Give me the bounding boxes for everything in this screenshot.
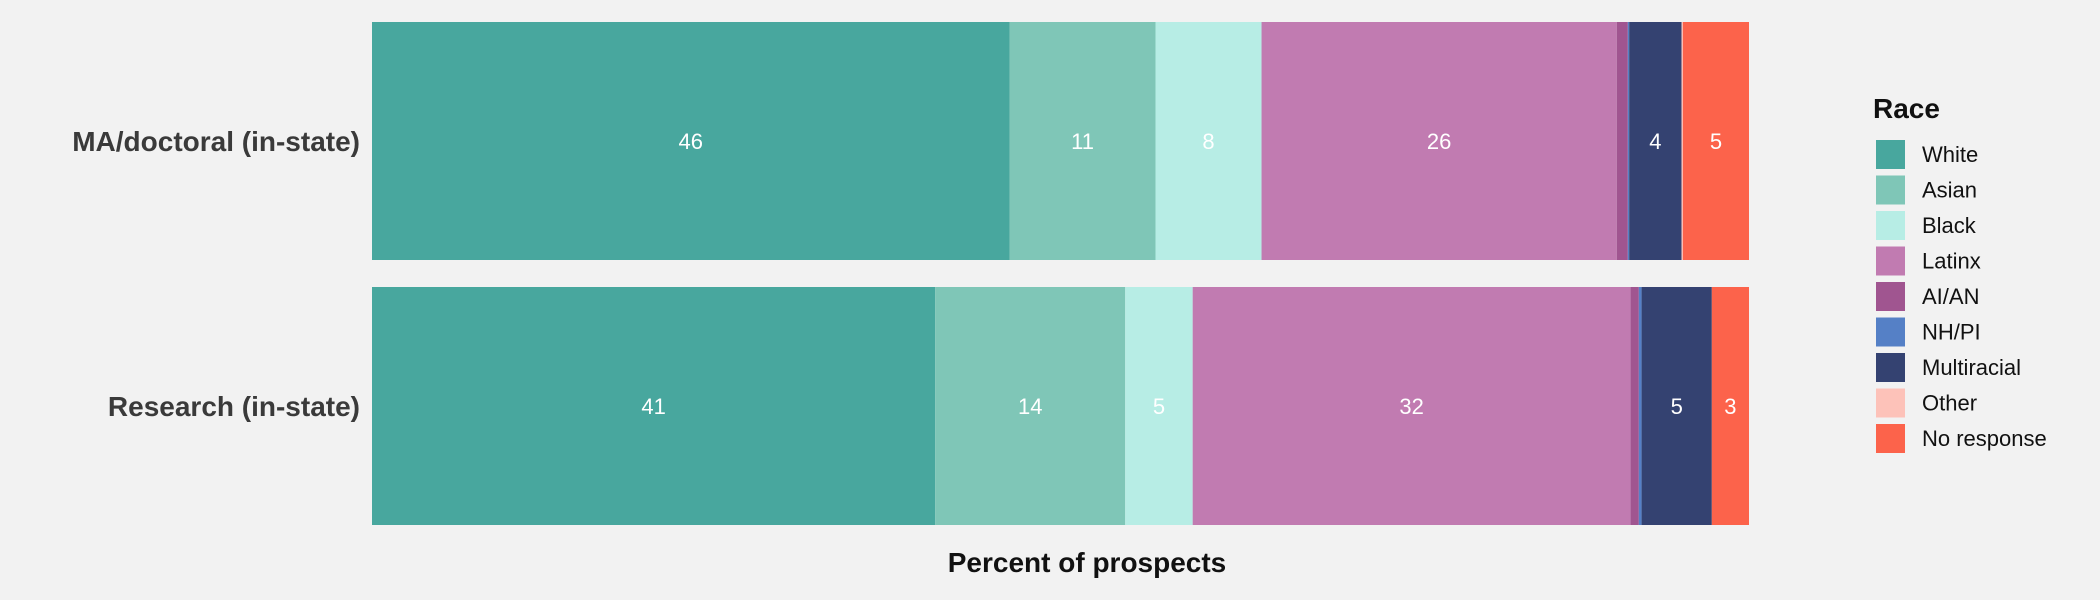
bar-segment-asian	[1009, 22, 1156, 260]
data-label: 11	[1071, 129, 1094, 154]
legend-label: Latinx	[1922, 249, 1981, 274]
legend-swatch	[1876, 246, 1905, 276]
bar-segment-asian	[935, 287, 1126, 525]
data-label: 41	[641, 394, 665, 419]
legend-title: Race	[1873, 93, 1940, 124]
bar-segment-black	[1155, 22, 1262, 260]
bar-segment-no-response	[1682, 22, 1749, 260]
legend-items: White Asian Black Latinx AI/AN NH/PI Multiraci…	[1876, 140, 2047, 453]
bar-area: 46 11 8 26 4 5 41 14 5 32 5 3	[372, 22, 1749, 525]
bar-segment-multiracial	[1641, 287, 1712, 525]
bar-segment-latinx	[1192, 287, 1631, 525]
bar-segment-white	[372, 22, 1010, 260]
data-label: 4	[1649, 129, 1661, 154]
bar-segment-ai-an	[1630, 287, 1639, 525]
x-axis-title: Percent of prospects	[948, 547, 1227, 578]
legend-label: AI/AN	[1922, 284, 1979, 309]
legend-swatch	[1876, 211, 1905, 240]
data-label: 26	[1427, 129, 1451, 154]
data-label: 14	[1018, 394, 1042, 419]
data-label: 5	[1153, 394, 1165, 419]
data-label: 5	[1671, 394, 1683, 419]
bar-segment-ai-an	[1616, 22, 1628, 260]
data-label: 32	[1399, 394, 1423, 419]
bar-segment-latinx	[1261, 22, 1617, 260]
legend-label: Other	[1922, 391, 1977, 416]
legend-label: No response	[1922, 426, 2047, 451]
data-label: 8	[1202, 129, 1214, 154]
bar-segment-nh-pi	[1638, 287, 1642, 525]
data-label: 5	[1710, 129, 1722, 154]
bar-segment-other	[1681, 22, 1683, 260]
legend-label: Asian	[1922, 178, 1977, 203]
legend-swatch	[1876, 140, 1905, 169]
legend-swatch	[1876, 175, 1905, 205]
legend-label: Black	[1922, 213, 1977, 238]
data-label: 3	[1724, 394, 1736, 419]
category-label: MA/doctoral (in-state)	[72, 126, 360, 157]
legend-label: NH/PI	[1922, 320, 1981, 345]
bar-segment-black	[1125, 287, 1193, 525]
legend: Race White Asian Black Latinx AI/AN NH/PI Mult…	[1873, 93, 2047, 453]
legend-swatch	[1876, 388, 1905, 418]
category-labels: MA/doctoral (in-state) Research (in-state…	[72, 126, 360, 422]
legend-swatch	[1876, 282, 1905, 311]
category-label: Research (in-state)	[108, 391, 360, 422]
bar-segment-white	[372, 287, 936, 525]
bar-segment-nh-pi	[1627, 22, 1630, 260]
bar-segment-no-response	[1711, 287, 1749, 525]
bar-segment-multiracial	[1629, 22, 1682, 260]
data-label: 46	[679, 129, 703, 154]
legend-label: Multiracial	[1922, 355, 2021, 380]
legend-label: White	[1922, 142, 1978, 167]
legend-swatch	[1876, 424, 1905, 453]
legend-swatch	[1876, 353, 1905, 382]
legend-swatch	[1876, 317, 1905, 347]
